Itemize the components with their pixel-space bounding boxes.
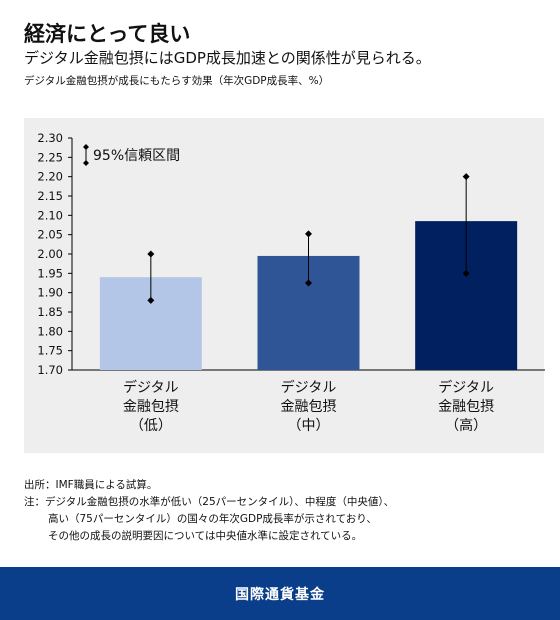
ci-high-marker-3 bbox=[462, 173, 470, 181]
ci-high-marker-2 bbox=[305, 230, 312, 238]
y-tick-label: 2.20 bbox=[37, 170, 63, 184]
category-label: デジタル bbox=[281, 379, 337, 396]
note-line-2: 高い（75パーセンタイル）の国々の年次GDP成長率が示されており、 bbox=[48, 513, 377, 525]
y-tick-label: 1.95 bbox=[37, 266, 63, 280]
page-title: 経済にとって良い bbox=[24, 22, 191, 46]
y-tick-label: 2.25 bbox=[37, 150, 63, 164]
footer-bar: 国際通貨基金 bbox=[0, 567, 560, 620]
source-note: 出所：IMF職員による試算。 bbox=[24, 479, 158, 491]
legend-marker-top-icon bbox=[83, 144, 89, 150]
category-label: （中） bbox=[288, 418, 330, 434]
y-tick-label: 2.00 bbox=[37, 247, 63, 261]
y-tick-label: 1.85 bbox=[37, 305, 63, 319]
ci-low-marker-2 bbox=[305, 279, 312, 287]
category-label: （低） bbox=[130, 418, 172, 434]
ci-low-marker-3 bbox=[462, 269, 470, 277]
category-label: 金融包摂 bbox=[438, 399, 494, 415]
legend-marker-bottom-icon bbox=[83, 160, 89, 166]
footnotes: 出所：IMF職員による試算。 注：デジタル金融包摂の水準が低い（25パーセンタイ… bbox=[24, 477, 394, 545]
y-tick-label: 1.70 bbox=[37, 363, 63, 377]
category-label: 金融包摂 bbox=[281, 399, 337, 415]
note-line-1: 注：デジタル金融包摂の水準が低い（25パーセンタイル）、中程度（中央値）、 bbox=[24, 496, 395, 508]
legend-label: 95%信頼区間 bbox=[93, 148, 180, 164]
category-label: デジタル bbox=[123, 379, 179, 396]
page-subtitle: デジタル金融包摂にはGDP成長加速との関係性が見られる。 bbox=[24, 49, 431, 67]
chart-caption: デジタル金融包摂が成長にもたらす効果（年次GDP成長率、%） bbox=[24, 75, 330, 87]
note-line-3: その他の成長の説明要因については中央値水準に設定されている。 bbox=[48, 530, 363, 542]
category-label: （高） bbox=[445, 417, 487, 434]
ci-low-marker-1 bbox=[147, 296, 155, 304]
y-tick-label: 2.10 bbox=[37, 208, 63, 222]
y-tick-label: 2.05 bbox=[37, 228, 63, 242]
y-tick-label: 2.15 bbox=[37, 189, 63, 203]
y-tick-label: 1.80 bbox=[37, 324, 63, 338]
footer-label: 国際通貨基金 bbox=[235, 587, 325, 603]
category-label: デジタル bbox=[438, 379, 494, 396]
bar-chart: 1.70 1.75 1.80 1.85 1.90 1.95 2.00 2.05 2.10 2.15… bbox=[37, 131, 545, 434]
y-tick-label: 2.30 bbox=[37, 131, 63, 145]
category-label: 金融包摂 bbox=[123, 399, 179, 415]
y-tick-label: 1.90 bbox=[37, 286, 63, 300]
y-tick-label: 1.75 bbox=[37, 344, 63, 358]
ci-high-marker-1 bbox=[147, 250, 155, 258]
